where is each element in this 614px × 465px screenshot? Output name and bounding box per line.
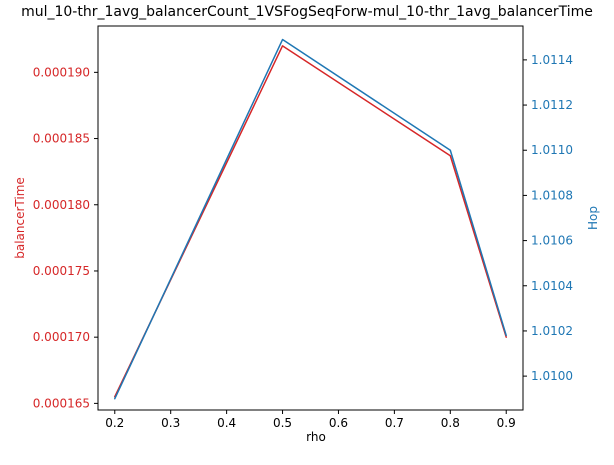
left-y-axis: 0.000165 0.000170 0.000175 0.000180 0.000185… — [33, 65, 98, 410]
x-axis: 0.2 0.3 0.4 0.5 0.6 0.7 0.8 0.9 — [105, 410, 516, 430]
x-tick-label: 0.9 — [497, 416, 516, 430]
left-y-axis-label: balancerTime — [13, 177, 27, 259]
right-y-tick-label: 1.0100 — [531, 369, 573, 383]
plot-frame — [98, 26, 523, 410]
right-y-tick-label: 1.0114 — [531, 53, 573, 67]
left-y-tick-label: 0.000175 — [33, 264, 90, 278]
x-tick-label: 0.8 — [441, 416, 460, 430]
left-y-tick-label: 0.000190 — [33, 65, 90, 79]
plot-border — [98, 26, 523, 410]
x-tick-label: 0.7 — [385, 416, 404, 430]
left-y-tick-label: 0.000180 — [33, 198, 90, 212]
right-y-axis: 1.0100 1.0102 1.0104 1.0106 1.0108 1.0110 1.01… — [523, 53, 573, 383]
left-y-tick-label: 0.000185 — [33, 132, 90, 146]
right-y-tick-label: 1.0112 — [531, 98, 573, 112]
x-tick-label: 0.4 — [217, 416, 236, 430]
x-tick-label: 0.5 — [273, 416, 292, 430]
right-y-axis-label: Hop — [586, 206, 600, 230]
x-axis-label: rho — [306, 430, 326, 444]
x-tick-label: 0.6 — [329, 416, 348, 430]
right-y-tick-label: 1.0102 — [531, 324, 573, 338]
chart-title: mul_10-thr_1avg_balancerCount_1VSFogSeqF… — [21, 4, 593, 20]
x-tick-label: 0.3 — [161, 416, 180, 430]
right-y-tick-label: 1.0104 — [531, 279, 573, 293]
series-line-left-axis — [115, 46, 506, 397]
right-y-tick-label: 1.0110 — [531, 143, 573, 157]
left-y-tick-label: 0.000170 — [33, 330, 90, 344]
series-line-right-axis — [115, 40, 506, 399]
left-y-tick-label: 0.000165 — [33, 396, 90, 410]
right-y-tick-label: 1.0106 — [531, 234, 573, 248]
right-y-tick-label: 1.0108 — [531, 188, 573, 202]
x-tick-label: 0.2 — [105, 416, 124, 430]
series-layer — [115, 40, 506, 399]
